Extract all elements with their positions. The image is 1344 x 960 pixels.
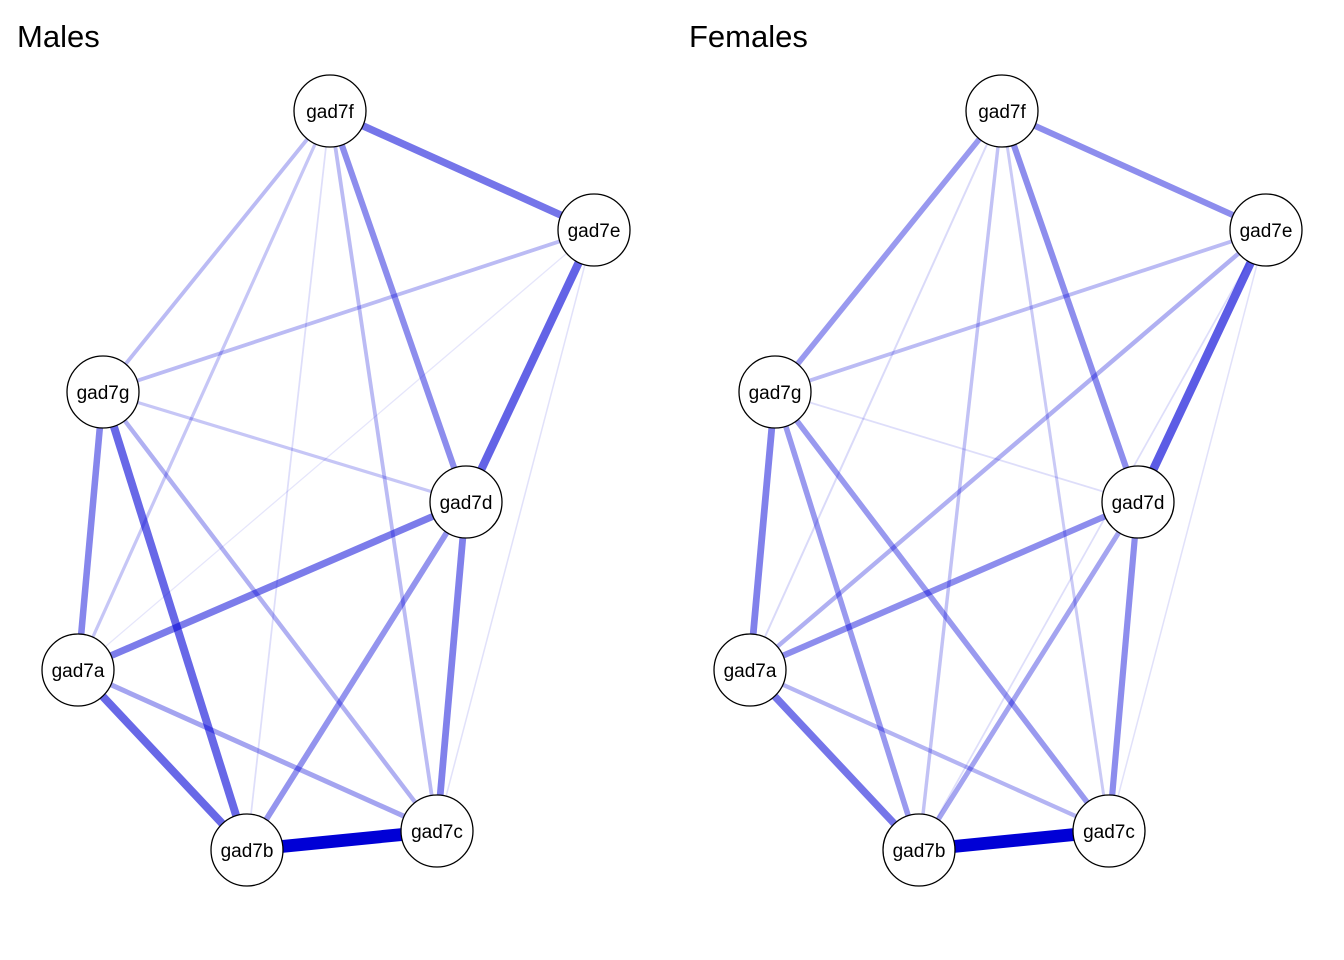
edge-gad7a-gad7d	[109, 513, 435, 659]
edge-gad7f-gad7c	[333, 146, 434, 796]
node-label: gad7b	[893, 841, 946, 862]
edge-layer-males	[77, 122, 586, 853]
edge-gad7e-gad7a	[775, 251, 1241, 649]
node-circle	[429, 465, 503, 539]
node-gad7b: gad7b	[210, 813, 284, 887]
node-label: gad7e	[568, 221, 621, 242]
edge-gad7e-gad7a	[104, 252, 568, 648]
node-gad7d: gad7d	[1101, 465, 1175, 539]
node-gad7f: gad7f	[293, 74, 367, 148]
edge-gad7f-gad7a	[763, 143, 989, 638]
node-gad7g: gad7g	[66, 355, 140, 429]
node-layer-males: gad7f gad7e gad7g gad7d gad7a gad7c gad7b	[41, 74, 631, 887]
edge-gad7f-gad7e	[1033, 122, 1235, 219]
edge-gad7e-gad7d	[477, 260, 583, 472]
node-gad7c: gad7c	[400, 794, 474, 868]
edge-gad7g-gad7c	[123, 419, 417, 804]
panel-title-females: Females	[689, 19, 808, 54]
node-circle	[557, 193, 631, 267]
edge-gad7a-gad7c	[109, 682, 406, 819]
node-label: gad7g	[77, 383, 130, 404]
network-panel-females: Females gad7fgad7egad7ggad7dgad7agad7cga…	[689, 19, 1303, 887]
node-label: gad7b	[221, 841, 274, 862]
edge-gad7f-gad7b	[250, 146, 327, 815]
node-circle	[210, 813, 284, 887]
node-circle	[882, 813, 956, 887]
node-label: gad7d	[440, 493, 493, 514]
edge-gad7g-gad7a	[77, 427, 104, 635]
edge-gad7g-gad7e	[136, 239, 561, 383]
edge-gad7a-gad7b	[99, 693, 226, 827]
node-label: gad7a	[724, 661, 777, 682]
node-gad7e: gad7e	[557, 193, 631, 267]
node-label: gad7f	[306, 102, 354, 123]
node-circle	[400, 794, 474, 868]
node-circle	[738, 355, 812, 429]
edge-gad7f-gad7b	[921, 146, 1000, 815]
edge-gad7e-gad7c	[445, 264, 586, 797]
edge-gad7b-gad7c	[282, 828, 402, 853]
node-circle	[41, 633, 115, 707]
edge-gad7g-gad7e	[808, 239, 1233, 383]
node-label: gad7e	[1240, 221, 1293, 242]
node-label: gad7c	[1083, 822, 1135, 843]
node-label: gad7g	[749, 383, 802, 404]
node-circle	[1101, 465, 1175, 539]
node-circle	[1072, 794, 1146, 868]
node-label: gad7a	[52, 661, 105, 682]
edge-gad7f-gad7d	[338, 143, 458, 470]
node-circle	[965, 74, 1039, 148]
node-label: gad7c	[411, 822, 463, 843]
edge-gad7d-gad7c	[436, 537, 467, 796]
edge-gad7a-gad7b	[771, 693, 898, 827]
node-circle	[293, 74, 367, 148]
edge-gad7g-gad7b	[783, 425, 911, 817]
edge-gad7a-gad7c	[781, 682, 1078, 819]
edge-gad7g-gad7b	[109, 425, 241, 817]
node-circle	[1229, 193, 1303, 267]
edge-gad7g-gad7a	[749, 427, 776, 635]
node-gad7e: gad7e	[1229, 193, 1303, 267]
edge-layer-females	[749, 122, 1258, 853]
edge-gad7a-gad7d	[781, 513, 1107, 659]
node-layer-females: gad7f gad7e gad7g gad7d gad7a gad7c gad7b	[713, 74, 1303, 887]
edge-gad7d-gad7b	[936, 531, 1121, 821]
panel-title-males: Males	[17, 19, 100, 54]
edge-gad7d-gad7c	[1109, 537, 1138, 796]
node-gad7d: gad7d	[429, 465, 503, 539]
node-gad7b: gad7b	[882, 813, 956, 887]
edge-gad7f-gad7a	[91, 143, 317, 638]
edge-gad7b-gad7c	[954, 828, 1074, 853]
edge-gad7g-gad7d	[137, 400, 432, 494]
node-gad7a: gad7a	[41, 633, 115, 707]
edge-gad7f-gad7e	[361, 122, 563, 219]
edge-gad7g-gad7d	[809, 401, 1104, 493]
node-circle	[66, 355, 140, 429]
edge-gad7f-gad7c	[1005, 146, 1106, 796]
edge-gad7f-gad7g	[124, 137, 309, 366]
edge-gad7e-gad7d	[1149, 260, 1255, 472]
network-panel-males: Males gad7fgad7egad7ggad7dgad7agad7cgad7…	[17, 19, 631, 887]
edge-gad7d-gad7b	[263, 530, 450, 822]
node-circle	[713, 633, 787, 707]
edge-gad7e-gad7b	[935, 260, 1250, 820]
edge-gad7g-gad7c	[794, 419, 1090, 804]
node-gad7g: gad7g	[738, 355, 812, 429]
node-label: gad7d	[1112, 493, 1165, 514]
edge-gad7f-gad7d	[1010, 143, 1130, 470]
edge-gad7f-gad7g	[795, 137, 982, 366]
node-gad7f: gad7f	[965, 74, 1039, 148]
node-gad7a: gad7a	[713, 633, 787, 707]
node-gad7c: gad7c	[1072, 794, 1146, 868]
node-label: gad7f	[978, 102, 1026, 123]
edge-gad7e-gad7c	[1117, 264, 1258, 797]
